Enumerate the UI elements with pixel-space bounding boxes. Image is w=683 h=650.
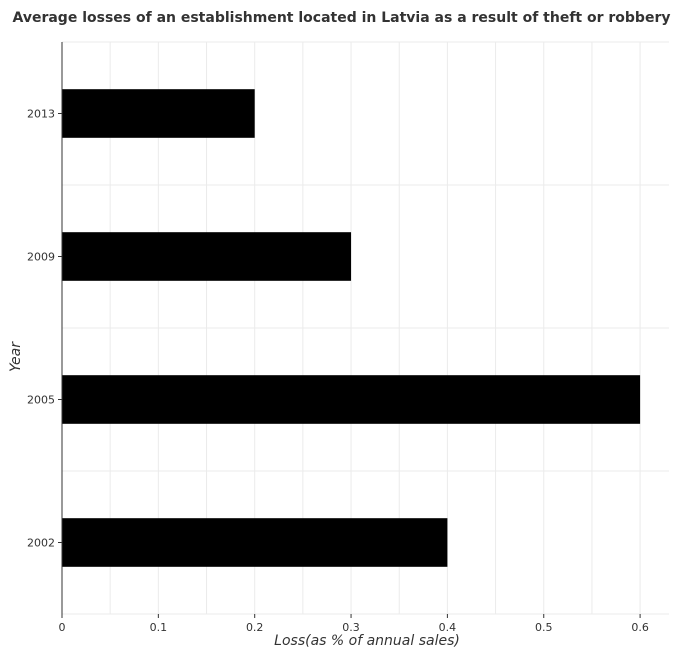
axes [58, 42, 641, 618]
x-tick-label: 0.3 [342, 621, 360, 634]
bar-2005 [62, 375, 641, 424]
x-tick-label: 0 [59, 621, 66, 634]
x-tick-label: 0.5 [535, 621, 553, 634]
grid-lines [61, 41, 669, 615]
y-tick-label: 2013 [27, 108, 55, 121]
y-axis-label: Year [8, 341, 24, 372]
bar-2002 [62, 518, 448, 567]
x-tick-label: 0.1 [150, 621, 168, 634]
chart-title: Average losses of an establishment locat… [12, 10, 671, 26]
y-tick-label: 2005 [27, 394, 55, 407]
bars [62, 89, 641, 567]
bar-2013 [62, 89, 255, 138]
y-tick-label: 2009 [27, 251, 55, 264]
x-tick-label: 0.6 [631, 621, 649, 634]
x-axis-label: Loss(as % of annual sales) [274, 633, 460, 649]
y-tick-label: 2002 [27, 537, 55, 550]
x-tick-label: 0.2 [246, 621, 264, 634]
x-tick-label: 0.4 [439, 621, 457, 634]
bar-2009 [62, 232, 352, 281]
x-tick-labels: 0 0.1 0.2 0.3 0.4 0.5 0.6 [59, 621, 649, 634]
y-tick-labels: 2002 2005 2009 2013 [27, 108, 55, 550]
